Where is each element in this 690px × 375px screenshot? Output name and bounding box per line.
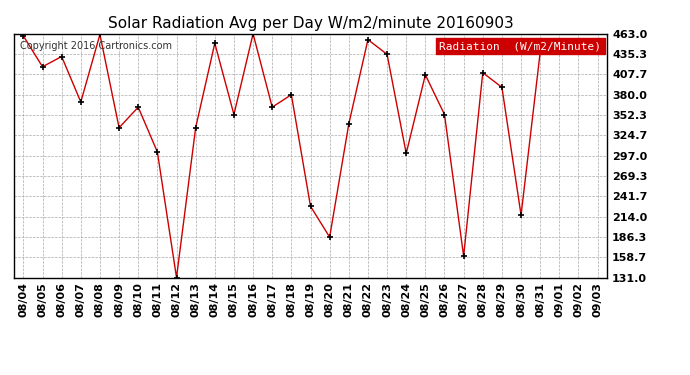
Text: Copyright 2016 Cartronics.com: Copyright 2016 Cartronics.com — [20, 41, 172, 51]
Title: Solar Radiation Avg per Day W/m2/minute 20160903: Solar Radiation Avg per Day W/m2/minute … — [108, 16, 513, 31]
Text: Radiation  (W/m2/Minute): Radiation (W/m2/Minute) — [440, 41, 601, 51]
